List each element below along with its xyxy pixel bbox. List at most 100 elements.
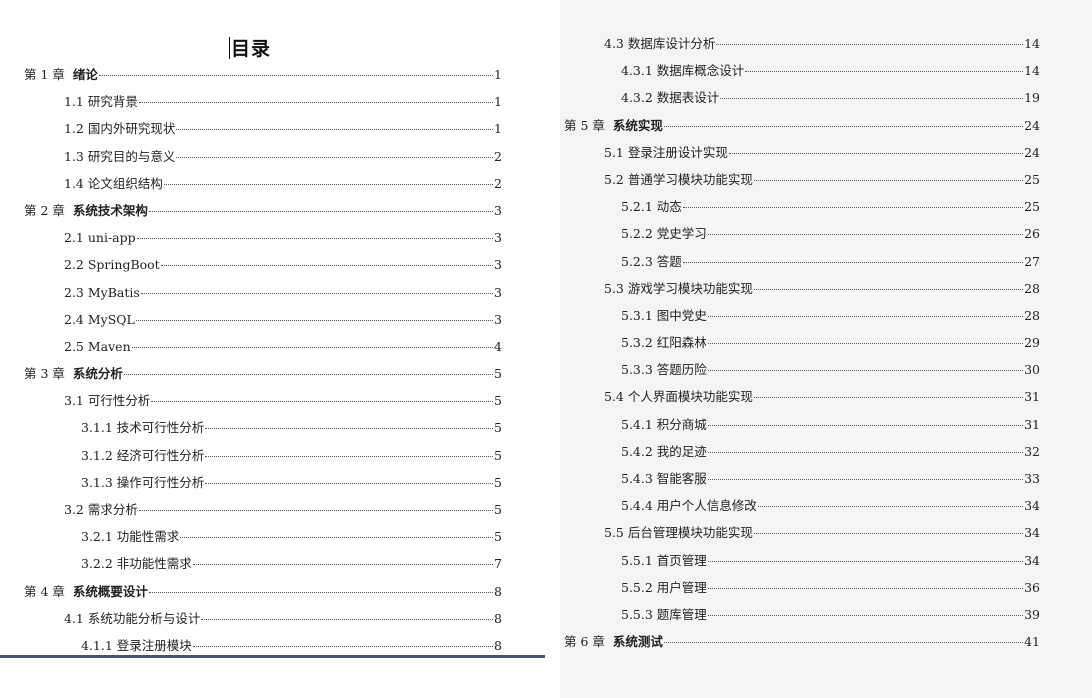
toc-section-entry[interactable]: 5.1 登录注册设计实现 24 — [564, 139, 1040, 166]
toc-entry-title: 5.4.2 我的足迹 — [621, 443, 707, 459]
toc-section-entry[interactable]: 5.3.2 红阳森林 29 — [564, 329, 1040, 356]
toc-section-entry[interactable]: 5.4 个人界面模块功能实现 31 — [564, 383, 1040, 410]
toc-page-number: 32 — [1024, 443, 1040, 459]
toc-section-entry[interactable]: 5.5.3 题库管理 39 — [564, 601, 1040, 628]
toc-entry-title: 1.1 研究背景 — [64, 94, 138, 110]
toc-dot-leader — [753, 288, 1024, 290]
toc-dot-leader — [707, 451, 1024, 453]
toc-section-entry[interactable]: 1.1 研究背景 1 — [24, 88, 502, 115]
toc-section-entry[interactable]: 3.1.3 操作可行性分析 5 — [24, 469, 502, 496]
toc-section-entry[interactable]: 2.4 MySQL 3 — [24, 306, 502, 333]
document-page-left: 目录 第 1 章绪论 1 1.1 研究背景 1 1.2 国内外研究现状 1 1.3 研究目的… — [0, 0, 545, 698]
toc-chapter-number: 第 5 章 — [564, 117, 605, 133]
toc-section-entry[interactable]: 4.1.1 登录注册模块 8 — [24, 632, 502, 659]
toc-section-entry[interactable]: 5.4.2 我的足迹 32 — [564, 438, 1040, 465]
toc-section-entry[interactable]: 2.1 uni-app 3 — [24, 224, 502, 251]
toc-section-entry[interactable]: 2.3 MyBatis 3 — [24, 279, 502, 306]
toc-page-number: 3 — [494, 311, 502, 327]
toc-entry-title: 3.1 可行性分析 — [64, 393, 151, 409]
toc-chapter-entry[interactable]: 第 5 章系统实现 24 — [564, 112, 1040, 139]
toc-dot-leader — [163, 183, 494, 185]
toc-entry-title: 5.5.3 题库管理 — [621, 606, 707, 622]
toc-entry-title: 4.3 数据库设计分析 — [604, 36, 716, 51]
toc-page-number: 2 — [494, 148, 502, 164]
toc-entry-title: 1.4 论文组织结构 — [64, 175, 163, 191]
toc-page-number: 39 — [1024, 606, 1040, 622]
toc-section-entry[interactable]: 5.4.1 积分商城 31 — [564, 411, 1040, 438]
toc-section-entry[interactable]: 3.2.2 非功能性需求 7 — [24, 550, 502, 577]
toc-entry-title: 系统技术架构 — [72, 202, 148, 218]
toc-chapter-entry[interactable]: 第 2 章系统技术架构 3 — [24, 197, 502, 224]
document-page-right: 4.3 数据库设计分析 14 4.3.1 数据库概念设计 14 4.3.2 数据表设计 1… — [560, 0, 1092, 698]
toc-dot-leader — [716, 44, 1024, 45]
toc-page-number: 8 — [494, 583, 502, 599]
toc-dot-leader — [180, 537, 494, 539]
toc-section-entry[interactable]: 1.3 研究目的与意义 2 — [24, 143, 502, 170]
toc-entry-title: 2.3 MyBatis — [64, 284, 140, 300]
toc-chapter-entry[interactable]: 第 6 章系统测试 41 — [564, 628, 1040, 655]
toc-entry-title: 3.1.2 经济可行性分析 — [81, 447, 205, 463]
toc-dot-leader — [707, 479, 1024, 480]
toc-dot-leader — [151, 401, 494, 403]
toc-entry-title: 3.2.1 功能性需求 — [81, 529, 180, 545]
toc-section-entry[interactable]: 5.4.3 智能客服 33 — [564, 465, 1040, 492]
toc-section-entry[interactable]: 3.1.2 经济可行性分析 5 — [24, 442, 502, 469]
toc-entry-title: 5.3.2 红阳森林 — [621, 335, 707, 351]
toc-chapter-entry[interactable]: 第 3 章系统分析 5 — [24, 360, 502, 387]
toc-page-number: 24 — [1024, 144, 1040, 160]
toc-page-number: 27 — [1024, 253, 1040, 269]
toc-section-entry[interactable]: 2.5 Maven 4 — [24, 333, 502, 360]
toc-section-entry[interactable]: 4.3 数据库设计分析 14 — [564, 30, 1040, 57]
toc-section-entry[interactable]: 5.5.2 用户管理 36 — [564, 574, 1040, 601]
toc-entry-title: 5.4.3 智能客服 — [621, 471, 707, 486]
toc-entry-title: 3.1.1 技术可行性分析 — [81, 420, 205, 436]
toc-dot-leader — [753, 397, 1024, 399]
toc-page-number: 28 — [1024, 280, 1040, 296]
toc-section-entry[interactable]: 5.2.3 答题 27 — [564, 248, 1040, 275]
toc-dot-leader — [707, 424, 1024, 426]
toc-page-number: 4 — [494, 338, 502, 354]
toc-section-entry[interactable]: 5.2 普通学习模块功能实现 25 — [564, 166, 1040, 193]
toc-page-number: 3 — [494, 230, 502, 246]
toc-chapter-number: 第 1 章 — [24, 67, 65, 82]
toc-entry-title: 3.1.3 操作可行性分析 — [81, 474, 205, 490]
toc-chapter-entry[interactable]: 第 1 章绪论 1 — [24, 61, 502, 88]
text-cursor — [228, 37, 230, 59]
toc-dot-leader — [728, 152, 1024, 154]
toc-section-entry[interactable]: 5.3.1 图中党史 28 — [564, 302, 1040, 329]
toc-entry-title: 3.2 需求分析 — [64, 502, 138, 517]
toc-page-number: 5 — [494, 474, 502, 490]
toc-section-entry[interactable]: 4.3.1 数据库概念设计 14 — [564, 57, 1040, 84]
toc-dot-leader — [682, 261, 1024, 263]
toc-section-entry[interactable]: 3.2 需求分析 5 — [24, 496, 502, 523]
toc-entry-title: 2.2 SpringBoot — [64, 257, 160, 273]
toc-dot-leader — [663, 642, 1024, 644]
toc-entry-title: 4.1 系统功能分析与设计 — [64, 610, 201, 626]
toc-page-number: 28 — [1024, 307, 1040, 323]
toc-page-number: 34 — [1024, 552, 1040, 568]
toc-section-entry[interactable]: 5.2.2 党史学习 26 — [564, 220, 1040, 247]
toc-section-entry[interactable]: 3.1 可行性分析 5 — [24, 387, 502, 414]
toc-page-number: 25 — [1024, 171, 1040, 187]
toc-section-entry[interactable]: 5.2.1 动态 25 — [564, 193, 1040, 220]
toc-section-entry[interactable]: 3.1.1 技术可行性分析 5 — [24, 414, 502, 441]
toc-dot-leader — [205, 455, 494, 457]
toc-section-entry[interactable]: 5.5 后台管理模块功能实现 34 — [564, 519, 1040, 546]
toc-section-entry[interactable]: 5.3.3 答题历险 30 — [564, 356, 1040, 383]
toc-section-entry[interactable]: 5.5.1 首页管理 34 — [564, 547, 1040, 574]
toc-section-entry[interactable]: 4.1 系统功能分析与设计 8 — [24, 605, 502, 632]
toc-entry-title: 5.5.2 用户管理 — [621, 579, 707, 595]
toc-section-entry[interactable]: 4.3.2 数据表设计 19 — [564, 84, 1040, 111]
toc-entry-title: 2.1 uni-app — [64, 230, 136, 246]
toc-section-entry[interactable]: 1.2 国内外研究现状 1 — [24, 115, 502, 142]
toc-section-entry[interactable]: 1.4 论文组织结构 2 — [24, 170, 502, 197]
toc-dot-leader — [205, 428, 494, 430]
toc-dot-leader — [707, 587, 1024, 589]
toc-page-number: 5 — [494, 447, 502, 463]
toc-chapter-entry[interactable]: 第 4 章系统概要设计 8 — [24, 578, 502, 605]
toc-section-entry[interactable]: 5.4.4 用户个人信息修改 34 — [564, 492, 1040, 519]
toc-section-entry[interactable]: 5.3 游戏学习模块功能实现 28 — [564, 275, 1040, 302]
toc-section-entry[interactable]: 2.2 SpringBoot 3 — [24, 251, 502, 278]
toc-section-entry[interactable]: 3.2.1 功能性需求 5 — [24, 523, 502, 550]
toc-page-number: 29 — [1024, 335, 1040, 351]
